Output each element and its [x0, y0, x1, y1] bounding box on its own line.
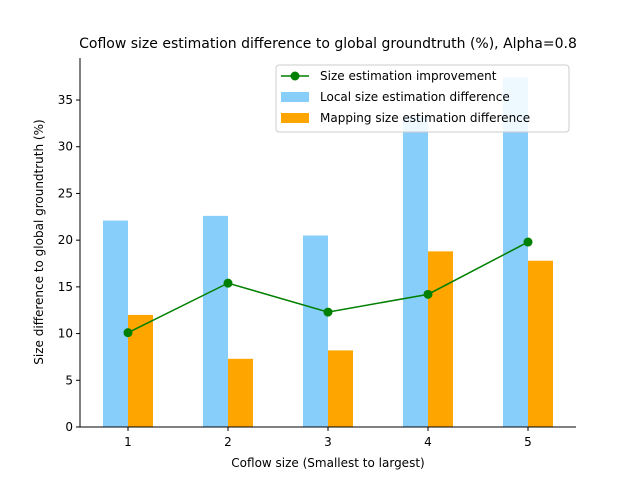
y-axis-label: Size difference to global groundtruth (%… [32, 119, 46, 364]
local-bar-4 [403, 116, 428, 428]
x-axis-label: Coflow size (Smallest to largest) [231, 456, 424, 470]
improvement-point-2 [223, 278, 233, 288]
mapping-bar-5 [528, 260, 553, 427]
y-tick-label-30: 30 [58, 140, 73, 154]
y-tick-label-5: 5 [65, 373, 73, 387]
x-tick-label-4: 4 [424, 435, 432, 449]
y-tick-label-35: 35 [58, 93, 73, 107]
local-bar-2 [203, 215, 228, 427]
y-tick-label-10: 10 [58, 327, 73, 341]
mapping-bar-2 [228, 358, 253, 427]
legend-label: Local size estimation difference [320, 90, 510, 104]
improvement-point-1 [123, 328, 133, 338]
y-tick-label-20: 20 [58, 233, 73, 247]
mapping-bar-3 [328, 350, 353, 427]
legend-box [275, 64, 570, 133]
improvement-point-3 [323, 307, 333, 317]
x-tick-label-5: 5 [524, 435, 532, 449]
x-tick-label-2: 2 [224, 435, 232, 449]
x-tick-label-3: 3 [324, 435, 332, 449]
x-tick-label-1: 1 [124, 435, 132, 449]
improvement-point-5 [523, 237, 533, 247]
legend-marker-swatch [290, 71, 300, 81]
y-ticks-group: 0 5 10 15 20 25 30 35 [58, 93, 80, 434]
legend-label: Size estimation improvement [320, 69, 497, 83]
y-tick-label-25: 25 [58, 186, 73, 200]
improvement-point-4 [423, 289, 433, 299]
line-group [123, 237, 533, 338]
y-tick-label-0: 0 [65, 420, 73, 434]
mapping-bar-4 [428, 251, 453, 427]
x-ticks-group: 1 2 3 4 5 [124, 427, 532, 449]
local-bar-3 [303, 235, 328, 427]
local-bar-1 [103, 220, 128, 427]
y-tick-label-15: 15 [58, 280, 73, 294]
chart-title: Coflow size estimation difference to glo… [79, 36, 577, 52]
legend-label: Mapping size estimation difference [320, 111, 530, 125]
legend: Size estimation improvement Local size es… [275, 64, 570, 133]
legend-bar-swatch [281, 113, 309, 123]
legend-bar-swatch [281, 92, 309, 102]
